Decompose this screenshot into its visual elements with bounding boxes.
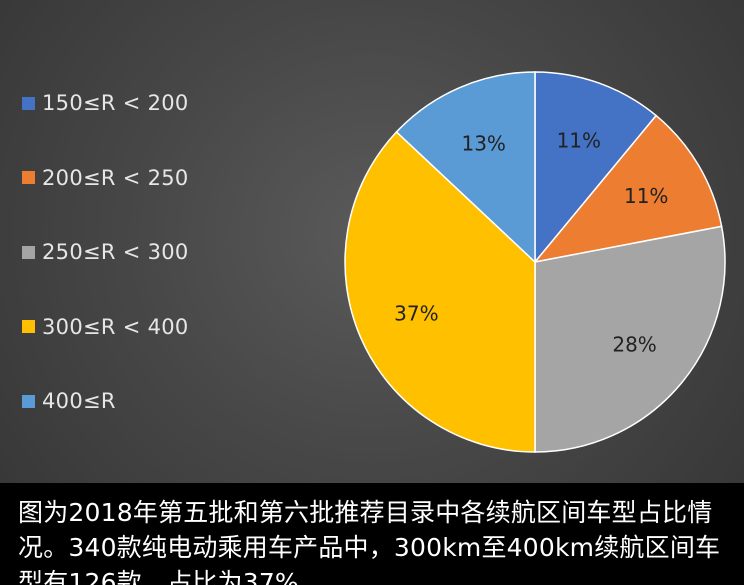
pie-slice-1: [534, 71, 658, 265]
pie-slice-label-1: 11%: [557, 128, 601, 152]
legend-label-2: 200≤R < 250: [42, 165, 189, 190]
pie-slice-label-5: 13%: [461, 131, 505, 155]
pie-slice-label-2: 11%: [624, 184, 668, 208]
pie-slice-3: [534, 225, 726, 453]
legend-swatch-4: [22, 320, 35, 333]
pie-slice-2: [533, 114, 723, 264]
pie-slice-label-4: 37%: [394, 301, 438, 325]
legend-label-3: 250≤R < 300: [42, 240, 189, 264]
legend-item-5: 400≤R: [22, 386, 116, 416]
caption-bar: 图为2018年第五批和第六批推荐目录中各续航区间车型占比情况。340款纯电动乘用…: [0, 483, 744, 585]
legend-swatch-5: [22, 394, 35, 408]
legend-swatch-1: [22, 96, 35, 110]
legend-swatch-2: [22, 171, 35, 184]
legend-label-5: 400≤R: [42, 389, 116, 413]
pie-slice-4: [344, 130, 536, 453]
pie-chart: 11% 11% 28% 37% 13%: [344, 71, 726, 453]
pie-slice-label-3: 28%: [612, 332, 656, 356]
caption-text: 图为2018年第五批和第六批推荐目录中各续航区间车型占比情况。340款纯电动乘用…: [18, 498, 721, 585]
legend-item-3: 250≤R < 300: [22, 237, 189, 267]
legend-swatch-3: [22, 245, 35, 259]
legend-label-1: 150≤R < 200: [42, 91, 189, 115]
legend-item-4: 300≤R < 400: [22, 312, 189, 342]
legend-label-4: 300≤R < 400: [42, 314, 189, 339]
legend-item-2: 200≤R < 250: [22, 163, 189, 193]
legend-item-1: 150≤R < 200: [22, 88, 189, 118]
pie-slice-5: [395, 71, 536, 264]
